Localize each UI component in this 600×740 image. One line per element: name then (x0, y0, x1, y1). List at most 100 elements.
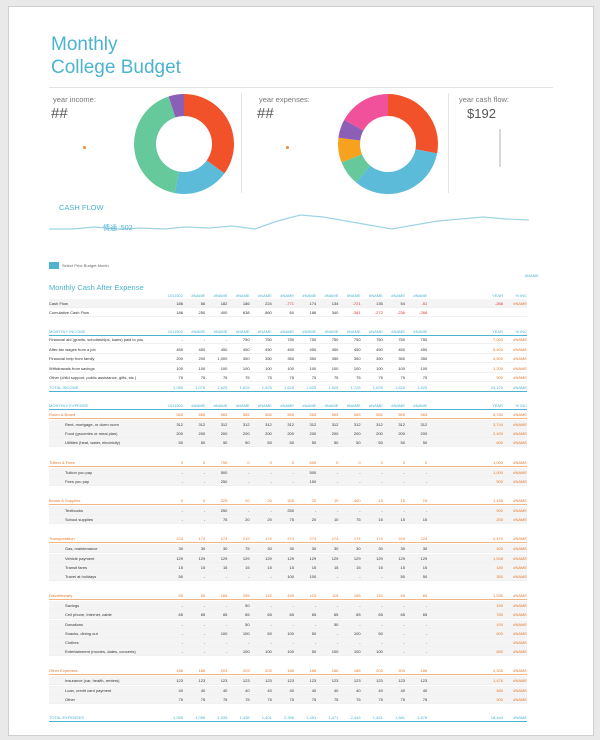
cell-value: - (203, 621, 206, 627)
percent-increase: % INC (515, 329, 527, 334)
cell-value: 1,625 (328, 385, 339, 390)
cell-value: 1,625 (239, 385, 250, 390)
percent-increase: #NAME (513, 546, 527, 552)
row-label: Other Expenses (49, 668, 78, 674)
cell-value: #NAME (213, 403, 228, 408)
income-marker-dot (83, 146, 86, 149)
table-row: Travel at holidays 50 - - - - 100 100 - - - 50 50 350… (49, 572, 527, 581)
year-total: 19,120 (490, 385, 503, 390)
cell-value: 200 (265, 431, 272, 437)
cell-value: 265 (242, 593, 250, 599)
cell-value: 65 (222, 612, 228, 618)
cell-value: - (381, 574, 383, 579)
table-row: TOTAL INCOME 1,055 1,075 2,625 1,625 1,625 1,6… (49, 383, 527, 392)
cell-value: 50 (333, 621, 339, 627)
cell-value: 1,055 (172, 385, 183, 390)
cell-value: 186 (420, 668, 428, 674)
cell-value: 1,000 (217, 356, 228, 361)
cell-value: 15 (378, 498, 383, 503)
cell-value: - (181, 478, 183, 484)
cell-value: 203 (376, 668, 383, 674)
cell-value: 50 (267, 440, 272, 446)
cell-value: 20 (245, 517, 250, 523)
cell-value: 75 (356, 696, 361, 702)
row-label: TOTAL INCOME (49, 385, 79, 390)
cell-value: 312 (376, 422, 383, 427)
year-total: 1,548 (492, 555, 503, 561)
cell-value: 0 (358, 459, 361, 465)
cell-value: #NAME (191, 403, 206, 408)
cell-value: - (359, 469, 361, 475)
cell-value: -381 (352, 310, 361, 315)
cell-value: #NAME (191, 329, 206, 334)
cell-value: - (314, 621, 317, 627)
cell-value: - (226, 603, 228, 609)
cell-value: 15 (400, 564, 405, 570)
cell-value: - (226, 621, 228, 627)
cell-value: 650 (309, 459, 317, 465)
cell-value: 75 (200, 696, 206, 702)
cell-value: - (203, 478, 206, 484)
year-total: 2,470 (492, 536, 503, 542)
cell-value: 65 (422, 612, 428, 618)
cell-value: 312 (265, 422, 272, 427)
cell-value: 1,039 (217, 715, 228, 720)
cell-value: 186 (176, 668, 183, 674)
year-expenses-value: ## (257, 105, 274, 122)
year-total: 900 (496, 696, 503, 702)
cell-value: 129 (376, 555, 383, 561)
cell-value: 129 (220, 555, 228, 561)
year-total: 900 (496, 375, 503, 380)
percent-increase: #NAME (513, 593, 527, 599)
cell-value: 174 (309, 301, 317, 306)
table-row: Cash Flow 186 66 182 186 224 -771 174 134 -721 135… (49, 299, 527, 308)
cell-value: 20 (311, 498, 317, 503)
cell-value: 450 (376, 346, 383, 352)
title-line-1: Monthly (51, 34, 118, 55)
cell-value: #NAME (280, 329, 294, 334)
cell-value: #NAME (369, 329, 383, 334)
cell-value: 15 (289, 564, 294, 570)
cell-value: 100 (353, 630, 361, 636)
cell-value: - (425, 630, 428, 636)
cell-value: 450 (176, 346, 183, 352)
cell-value: - (270, 469, 272, 475)
cell-value: 15 (422, 517, 428, 523)
cell-value: #NAME (280, 293, 294, 298)
cell-value: 450 (353, 346, 361, 352)
cell-value: 400 (353, 498, 361, 503)
cell-value: 1,471 (328, 715, 339, 720)
page-title: Monthly College Budget (51, 33, 181, 79)
cell-value: - (181, 603, 183, 609)
kpi-separator-2 (448, 93, 449, 193)
cell-value: 40 (245, 687, 250, 693)
row-label: Food (groceries or meal plan) (65, 431, 118, 437)
table-row: Other Expenses 186 186 203 203 203 186 186 186 18… (49, 666, 527, 676)
cell-value: 54 (400, 301, 405, 306)
row-label: Loan, credit card payment (65, 687, 112, 693)
cell-value: 50 (311, 440, 317, 446)
cell-value: 65 (289, 612, 294, 618)
cell-value: - (203, 508, 206, 513)
cell-value: 312 (220, 422, 228, 427)
cell-value: 75 (311, 375, 317, 380)
cell-value: 200 (198, 356, 206, 361)
cell-value: - (314, 508, 317, 513)
month-selector[interactable]: Select Prior Budget Month (49, 262, 109, 269)
cell-value: 100 (309, 574, 317, 579)
table-row: MONTHLY INCOME 1011502 #NAME #NAME #NAME #NAM… (49, 327, 527, 336)
cell-value: 15 (422, 498, 428, 503)
row-label: Insurance (car, health, renters) (65, 678, 120, 684)
cell-value: 638 (242, 310, 250, 315)
cell-value: 565 (376, 412, 383, 417)
cell-value: 1,625 (306, 385, 317, 390)
cell-value: - (181, 649, 183, 655)
percent-increase: #NAME (513, 459, 527, 465)
budget-page: Monthly College Budget year income: ## y… (8, 6, 594, 736)
cell-value: 75 (289, 375, 294, 380)
cell-value: 174 (376, 536, 383, 542)
year-total: 180 (496, 564, 503, 570)
expense-donut-chart (338, 94, 438, 194)
cell-value: 65 (400, 593, 405, 599)
cell-value: 40 (222, 687, 228, 693)
